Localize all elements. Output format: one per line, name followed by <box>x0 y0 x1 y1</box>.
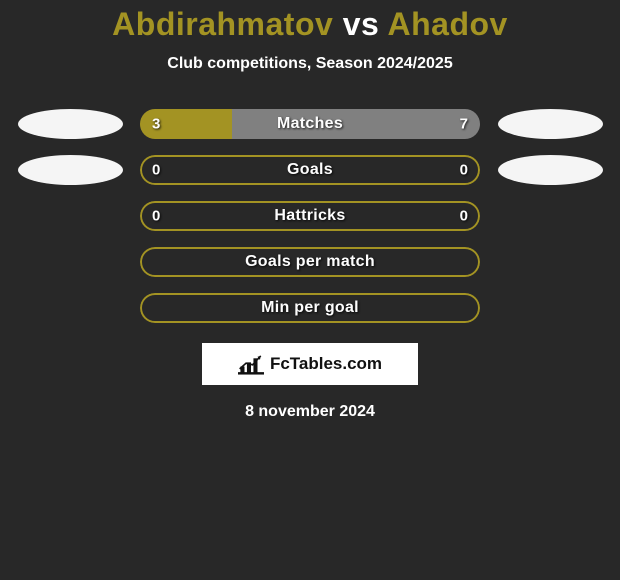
stat-label: Min per goal <box>140 299 480 317</box>
stat-row: 00Hattricks <box>0 201 620 231</box>
stat-bar: 00Goals <box>140 155 480 185</box>
chart-icon <box>238 353 264 375</box>
stat-bar-cell: Min per goal <box>140 293 480 323</box>
date-label: 8 november 2024 <box>0 403 620 421</box>
stat-bar-cell: 37Matches <box>140 109 480 139</box>
player1-avatar <box>18 109 123 139</box>
stat-label: Goals per match <box>140 253 480 271</box>
vs-label: vs <box>343 6 380 42</box>
comparison-card: Abdirahmatov vs Ahadov Club competitions… <box>0 0 620 580</box>
player1-avatar <box>18 155 123 185</box>
stat-label: Hattricks <box>140 207 480 225</box>
source-badge[interactable]: FcTables.com <box>202 343 418 385</box>
avatar-cell-right <box>480 109 620 139</box>
stat-row: 00Goals <box>0 155 620 185</box>
avatar-cell-left <box>0 109 140 139</box>
avatar-cell-left <box>0 155 140 185</box>
stat-bar: 00Hattricks <box>140 201 480 231</box>
stat-bar-cell: Goals per match <box>140 247 480 277</box>
page-title: Abdirahmatov vs Ahadov <box>0 6 620 43</box>
stat-bar-cell: 00Goals <box>140 155 480 185</box>
stat-row: Min per goal <box>0 293 620 323</box>
player1-name: Abdirahmatov <box>112 6 333 42</box>
stats-container: 37Matches 00Goals 00Hattricks Goals per mat… <box>0 109 620 323</box>
stat-label: Goals <box>140 161 480 179</box>
avatar-cell-right <box>480 155 620 185</box>
player2-avatar <box>498 109 603 139</box>
player2-avatar <box>498 155 603 185</box>
stat-bar-cell: 00Hattricks <box>140 201 480 231</box>
stat-bar: Goals per match <box>140 247 480 277</box>
stat-bar: 37Matches <box>140 109 480 139</box>
stat-row: 37Matches <box>0 109 620 139</box>
source-badge-text: FcTables.com <box>270 354 382 374</box>
subtitle: Club competitions, Season 2024/2025 <box>0 55 620 73</box>
stat-bar: Min per goal <box>140 293 480 323</box>
player2-name: Ahadov <box>387 6 507 42</box>
stat-row: Goals per match <box>0 247 620 277</box>
stat-label: Matches <box>140 115 480 133</box>
